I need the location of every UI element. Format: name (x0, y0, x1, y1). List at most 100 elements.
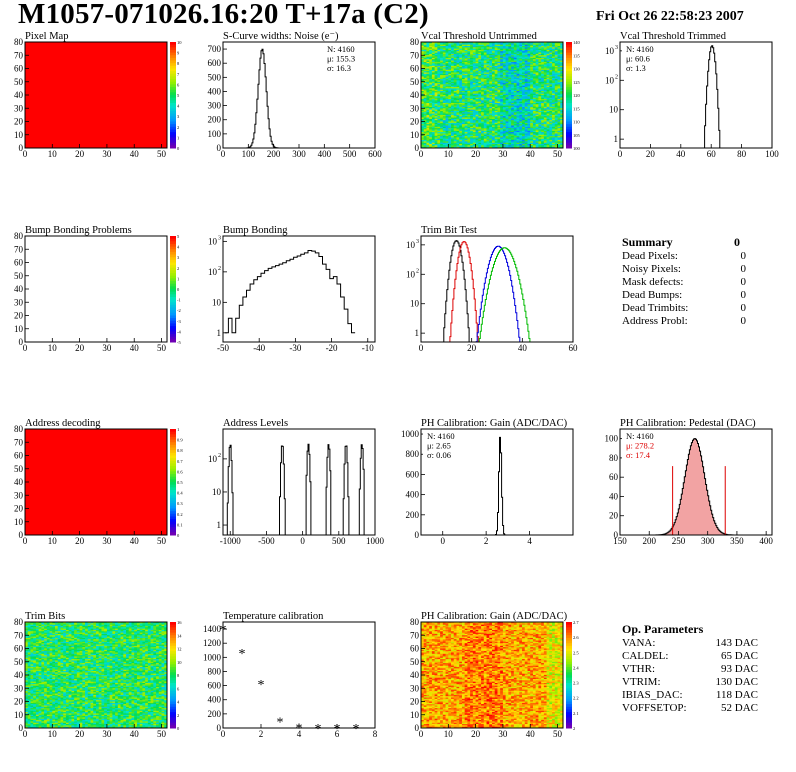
heatmap-cell (27, 675, 31, 677)
heatmap-cell (505, 83, 509, 85)
heatmap-cell (560, 122, 564, 125)
heatmap-cell (543, 51, 548, 53)
heatmap-cell (541, 42, 545, 44)
heatmap-cell (461, 95, 466, 97)
heatmap-cell (434, 73, 438, 76)
heatmap-cell (431, 120, 436, 122)
heatmap-cell (442, 126, 446, 129)
heatmap-cell (470, 101, 474, 104)
heatmap-cell (459, 83, 463, 85)
heatmap-cell (513, 84, 517, 87)
heatmap-cell (453, 77, 457, 80)
heatmap-cell (27, 712, 31, 714)
heatmap-cell (459, 88, 463, 91)
heatmap-cell (524, 43, 528, 46)
heatmap-cell (557, 112, 561, 114)
heatmap-cell (494, 140, 498, 142)
heatmap-cell (505, 132, 509, 134)
heatmap-cell (500, 145, 504, 148)
colorbar-tick-label: 0.2 (177, 512, 183, 517)
heatmap-cell (475, 140, 479, 142)
heatmap-cell (451, 73, 455, 76)
heatmap-cell (530, 114, 534, 117)
colorbar-step (170, 270, 176, 274)
heatmap-cell (497, 100, 501, 103)
heatmap-cell (445, 45, 449, 48)
heatmap-cell (492, 68, 496, 71)
heatmap-cell (494, 108, 498, 110)
heatmap-cell (554, 109, 558, 112)
heatmap-cell (502, 122, 507, 125)
heatmap-cell (423, 105, 427, 108)
heatmap-cell (541, 87, 545, 89)
heatmap-cell (456, 98, 460, 101)
heatmap-cell (532, 42, 537, 44)
heatmap-cell (464, 87, 468, 89)
heatmap-cell (546, 120, 550, 122)
heatmap-cell (453, 134, 457, 137)
heatmap-cell (519, 130, 523, 133)
heatmap-cell (508, 81, 512, 84)
heatmap-cell (459, 42, 463, 44)
heatmap-cell (508, 113, 512, 116)
heatmap-cell (500, 51, 504, 53)
heatmap-cell (560, 138, 564, 141)
heatmap-cell (481, 69, 485, 72)
y-tick-label: 400 (208, 86, 222, 96)
heatmap-cell (543, 118, 548, 121)
heatmap-cell (522, 102, 526, 105)
heatmap-cell (492, 76, 496, 79)
heatmap-cell (492, 92, 496, 95)
heatmap-cell (470, 132, 474, 134)
heatmap-cell (489, 145, 493, 148)
heatmap-cell (25, 712, 29, 714)
heatmap-cell (421, 96, 425, 99)
heatmap-cell (434, 49, 438, 52)
heatmap-cell (481, 61, 485, 64)
heatmap-cell (497, 63, 501, 65)
heatmap-cell (543, 106, 548, 109)
heatmap-cell (535, 72, 539, 75)
heatmap-cell (552, 83, 556, 85)
heatmap-cell (27, 722, 31, 725)
heatmap-cell (560, 140, 564, 142)
heatmap-cell (489, 121, 493, 124)
heatmap-cell (467, 71, 471, 73)
heatmap-cell (516, 145, 520, 148)
heatmap-cell (557, 57, 561, 60)
heatmap-cell (541, 81, 545, 84)
heatmap-cell (489, 59, 493, 61)
heatmap-cell (519, 126, 523, 129)
heatmap-cell (451, 105, 455, 108)
heatmap-cell (434, 57, 438, 60)
heatmap-cell (464, 117, 468, 120)
colorbar-step (170, 447, 176, 451)
heatmap-cell (511, 52, 515, 55)
heatmap-cell (511, 80, 515, 83)
heatmap-cell (467, 51, 471, 53)
heatmap-cell (453, 105, 457, 108)
heatmap-cell (478, 83, 482, 85)
heatmap-cell (429, 77, 433, 80)
heatmap-cell (492, 124, 496, 126)
heatmap-cell (516, 132, 520, 134)
heatmap-cell (478, 79, 482, 81)
heatmap-cell (429, 93, 433, 96)
heatmap-cell (472, 73, 477, 76)
heatmap-cell (546, 68, 550, 71)
x-tick-label: 50 (157, 536, 167, 546)
chart-title: Vcal Threshold Trimmed (620, 31, 727, 42)
heatmap-cell (453, 106, 457, 109)
heatmap-cell (554, 69, 558, 72)
heatmap-cell (486, 48, 490, 51)
heatmap-cell (541, 98, 545, 101)
heatmap-cell (519, 47, 523, 50)
heatmap-cell (522, 142, 526, 145)
heatmap-cell (459, 133, 463, 136)
heatmap-cell (500, 101, 504, 104)
heatmap-cell (464, 142, 468, 145)
heatmap-cell (524, 101, 528, 104)
heatmap-cell (431, 87, 436, 89)
heatmap-cell (434, 47, 438, 50)
heatmap-cell (519, 88, 523, 91)
